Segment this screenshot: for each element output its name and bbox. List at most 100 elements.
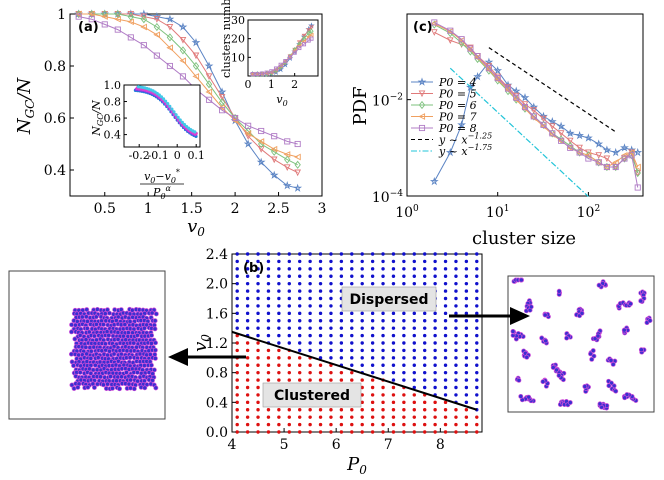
b-point-15-10 xyxy=(391,356,396,360)
c-xtick-label-2-exp: 2 xyxy=(594,204,600,214)
b-point-18-20 xyxy=(423,281,427,286)
clustered-particle xyxy=(131,386,137,392)
dispersed-particle xyxy=(518,277,524,283)
dispersed-particle xyxy=(588,351,593,357)
b-point-22-5 xyxy=(464,393,469,397)
b-point-0-16 xyxy=(235,311,239,316)
b-point-17-16 xyxy=(412,311,416,316)
c-series-3-point-22 xyxy=(634,163,641,171)
b-point-10-21 xyxy=(339,274,344,278)
b-point-20-11 xyxy=(443,348,448,353)
b-point-8-10 xyxy=(318,356,323,360)
b-point-10-12 xyxy=(339,341,344,345)
a-series-1-point-8 xyxy=(179,36,187,44)
in2-point-4-27 xyxy=(193,130,197,134)
b-point-8-9 xyxy=(318,363,323,367)
c-series-4-point-5 xyxy=(485,65,492,72)
b-point-17-4 xyxy=(412,400,416,405)
panel-a-inset-clusters: 0 1 2 10 20 30 clusters number v0 xyxy=(220,0,319,108)
a-series-2-point-7 xyxy=(166,33,174,42)
in1-series-4-point-4 xyxy=(269,69,274,74)
b-point-3-2 xyxy=(266,415,271,419)
in1-series-line-4 xyxy=(252,38,312,75)
clustered-particle xyxy=(100,382,106,388)
b-point-0-0 xyxy=(235,430,239,434)
b-point-1-11 xyxy=(245,348,250,353)
b-point-7-18 xyxy=(308,296,312,301)
panel-b-label: (b) xyxy=(243,261,264,276)
a-series-1-point-7 xyxy=(166,23,174,31)
b-point-1-16 xyxy=(245,311,250,316)
a-series-3-point-3 xyxy=(114,15,121,23)
b-point-4-7 xyxy=(277,378,281,382)
a-series-4-point-11 xyxy=(219,107,226,114)
b-point-20-18 xyxy=(443,296,448,301)
b-point-23-23 xyxy=(475,259,479,264)
c-series-0-point-1 xyxy=(445,147,455,157)
b-point-18-10 xyxy=(423,356,427,360)
b-point-14-20 xyxy=(381,281,385,286)
clustered-particle xyxy=(106,332,112,338)
b-point-15-6 xyxy=(391,385,396,390)
b-point-9-3 xyxy=(329,408,333,412)
b-point-11-1 xyxy=(350,422,354,427)
clustered-snapshot xyxy=(8,270,166,420)
clustered-particle xyxy=(77,369,83,375)
b-point-9-1 xyxy=(329,422,333,427)
b-point-3-3 xyxy=(266,408,271,412)
b-point-11-13 xyxy=(350,333,354,338)
b-point-5-18 xyxy=(287,296,291,301)
b-point-15-5 xyxy=(391,393,396,397)
panel-a-inset-collapse: -0.2-0.1 0 0.10.40.60.81.0 NGC/N v0−v0* P0… xyxy=(90,79,205,201)
a-series-4-point-10 xyxy=(205,96,213,103)
b-point-8-7 xyxy=(318,378,323,382)
b-point-16-8 xyxy=(402,370,406,375)
b-point-4-16 xyxy=(277,311,281,316)
c-ytick-label-1: 10−2 xyxy=(372,93,403,110)
b-point-7-2 xyxy=(308,415,312,419)
a-series-2-point-6 xyxy=(153,22,161,32)
in2-point-4-18 xyxy=(174,113,178,117)
b-point-13-13 xyxy=(370,333,375,338)
a-series-1-point-16 xyxy=(283,164,291,172)
a-series-4-point-14 xyxy=(258,127,265,135)
b-ytick-label-3: 1.2 xyxy=(206,336,228,352)
a-series-2-point-9 xyxy=(192,61,200,71)
c-series-4-point-4 xyxy=(474,53,481,60)
b-point-21-2 xyxy=(454,415,458,419)
b-point-2-13 xyxy=(256,333,260,338)
b-point-1-22 xyxy=(245,267,250,271)
b-point-22-7 xyxy=(464,378,469,382)
c-series-3-point-20 xyxy=(620,151,628,159)
inset-clusters-ticks: 0 1 2 10 20 30 xyxy=(231,14,298,91)
b-point-16-10 xyxy=(402,356,406,360)
b-point-18-2 xyxy=(423,415,427,419)
b-point-16-13 xyxy=(402,333,406,338)
b-point-20-6 xyxy=(443,385,448,390)
b-point-3-24 xyxy=(266,252,271,256)
a-xtick-label-0: 0.5 xyxy=(94,201,116,217)
b-point-11-21 xyxy=(350,274,354,278)
b-point-16-7 xyxy=(402,378,406,382)
clustered-particle xyxy=(134,332,140,338)
b-point-19-20 xyxy=(433,281,437,286)
b-point-4-2 xyxy=(277,415,281,419)
b-point-7-8 xyxy=(308,370,312,375)
b-point-11-14 xyxy=(350,326,354,330)
c-series-1-point-11 xyxy=(540,115,547,123)
in2-ytick-label-0: 0.4 xyxy=(104,129,122,142)
dispersed-particle xyxy=(613,388,619,394)
b-point-14-24 xyxy=(381,252,385,256)
b-point-23-7 xyxy=(475,378,479,382)
b-point-14-9 xyxy=(381,363,385,367)
b-point-15-24 xyxy=(391,252,396,256)
b-point-2-16 xyxy=(256,311,260,316)
b-point-12-16 xyxy=(360,311,364,316)
in1-series-4-point-3 xyxy=(264,70,269,75)
b-point-1-18 xyxy=(245,296,250,301)
b-point-14-2 xyxy=(381,415,385,419)
clustered-particle xyxy=(153,311,159,317)
b-point-16-12 xyxy=(402,341,406,345)
in2-ytick-label-3: 1.0 xyxy=(104,79,122,92)
b-point-15-16 xyxy=(391,311,396,316)
